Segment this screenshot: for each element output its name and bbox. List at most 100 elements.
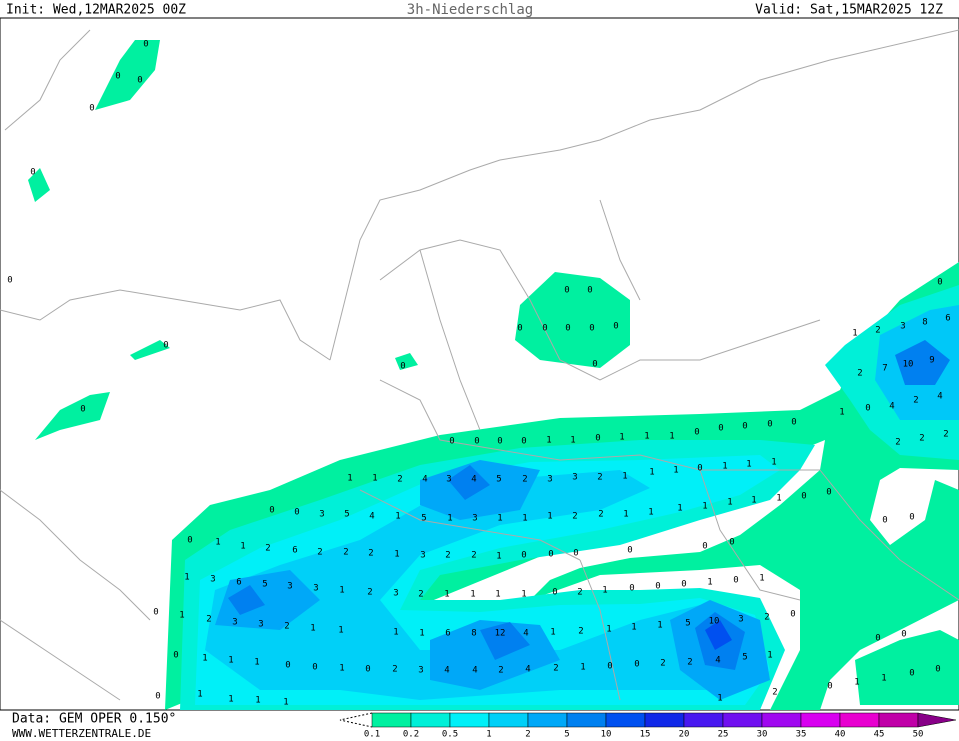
legend-label: 2 (525, 730, 530, 740)
data-source: Data: GEM OPER 0.150° (12, 712, 176, 727)
precip-label: 3 (258, 620, 263, 630)
precip-label: 3 (287, 582, 292, 592)
precip-label: 2 (857, 369, 862, 379)
precip-label: 1 (521, 590, 526, 600)
precip-label: 1 (184, 573, 189, 583)
precip-label: 1 (497, 514, 502, 524)
precip-label: 1 (570, 436, 575, 446)
precip-label: 0 (365, 665, 370, 675)
precip-label: 2 (598, 510, 603, 520)
precip-label: 8 (471, 629, 476, 639)
precip-label: 1 (767, 651, 772, 661)
legend-below-arrow (339, 712, 373, 728)
precip-label: 1 (550, 628, 555, 638)
precip-label: 0 (285, 661, 290, 671)
precip-label: 2 (895, 438, 900, 448)
precip-label: 10 (903, 360, 914, 370)
precip-label: 1 (669, 432, 674, 442)
precip-label: 0 (552, 588, 557, 598)
precip-label: 5 (742, 653, 747, 663)
precip-label: 2 (578, 627, 583, 637)
precip-label: 2 (418, 590, 423, 600)
precip-label: 3 (420, 551, 425, 561)
precip-label: 0 (143, 40, 148, 50)
precip-label: 0 (153, 608, 158, 618)
precip-label: 5 (685, 619, 690, 629)
precip-label: 2 (577, 588, 582, 598)
legend-box (410, 712, 451, 728)
precip-label: 3 (313, 584, 318, 594)
legend-box (527, 712, 568, 728)
legend-label: 10 (601, 730, 612, 740)
legend-box (878, 712, 919, 728)
precip-label: 3 (418, 666, 423, 676)
precip-label: 1 (622, 472, 627, 482)
precip-label: 1 (649, 468, 654, 478)
precip-label: 4 (471, 475, 476, 485)
precip-label: 1 (338, 626, 343, 636)
precip-label: 0 (565, 324, 570, 334)
precip-label: 1 (283, 698, 288, 708)
precip-label: 0 (542, 324, 547, 334)
legend-box (644, 712, 685, 728)
precip-label: 2 (317, 548, 322, 558)
precip-label: 1 (727, 498, 732, 508)
precip-label: 0 (801, 492, 806, 502)
precip-label: 1 (310, 624, 315, 634)
precip-label: 1 (717, 694, 722, 704)
precip-label: 5 (496, 475, 501, 485)
precip-label: 1 (759, 574, 764, 584)
precip-label: 2 (522, 475, 527, 485)
precip-label: 2 (368, 549, 373, 559)
precip-label: 0 (564, 286, 569, 296)
precip-label: 2 (764, 613, 769, 623)
precip-label: 0 (80, 405, 85, 415)
precip-label: 1 (644, 432, 649, 442)
precip-label: 1 (702, 502, 707, 512)
precip-label: 0 (629, 584, 634, 594)
legend-box (566, 712, 607, 728)
precip-label: 6 (292, 546, 297, 556)
precip-label: 0 (865, 404, 870, 414)
precip-areas (28, 40, 959, 710)
precip-label: 0 (655, 582, 660, 592)
precip-label: 0 (573, 549, 578, 559)
precip-label: 0 (312, 663, 317, 673)
precip-label: 4 (422, 475, 427, 485)
precip-label: 2 (913, 396, 918, 406)
precip-label: 1 (648, 508, 653, 518)
precip-label: 0 (400, 362, 405, 372)
precip-label: 0 (613, 322, 618, 332)
precip-label: 1 (254, 658, 259, 668)
precip-label: 1 (197, 690, 202, 700)
precip-label: 1 (881, 674, 886, 684)
precip-label: 4 (525, 665, 530, 675)
precip-label: 1 (606, 625, 611, 635)
precip-label: 0 (681, 580, 686, 590)
legend-box (839, 712, 880, 728)
legend-box (449, 712, 490, 728)
precip-label: 2 (343, 548, 348, 558)
precip-label: 0 (702, 542, 707, 552)
precip-label: 1 (619, 433, 624, 443)
precip-label: 2 (397, 475, 402, 485)
precip-label: 1 (602, 586, 607, 596)
precip-label: 0 (742, 422, 747, 432)
precip-label: 0 (30, 168, 35, 178)
precip-label: 1 (707, 578, 712, 588)
precip-label: 0 (115, 72, 120, 82)
precip-label: 0 (592, 360, 597, 370)
legend: 0.1 0.2 0.5 1 2 5 10 15 20 25 30 35 40 45 50 (364, 712, 957, 740)
precip-label: 5 (421, 514, 426, 524)
legend-label: 0.5 (442, 730, 458, 740)
precip-label: 3 (232, 618, 237, 628)
precip-label: 0 (497, 437, 502, 447)
precip-label: 0 (826, 488, 831, 498)
precip-label: 4 (472, 666, 477, 676)
precip-label: 1 (673, 466, 678, 476)
precip-label: 3 (210, 575, 215, 585)
precip-label: 0 (269, 506, 274, 516)
precip-label: 4 (937, 392, 942, 402)
precip-label: 1 (631, 623, 636, 633)
precip-label: 2 (875, 326, 880, 336)
